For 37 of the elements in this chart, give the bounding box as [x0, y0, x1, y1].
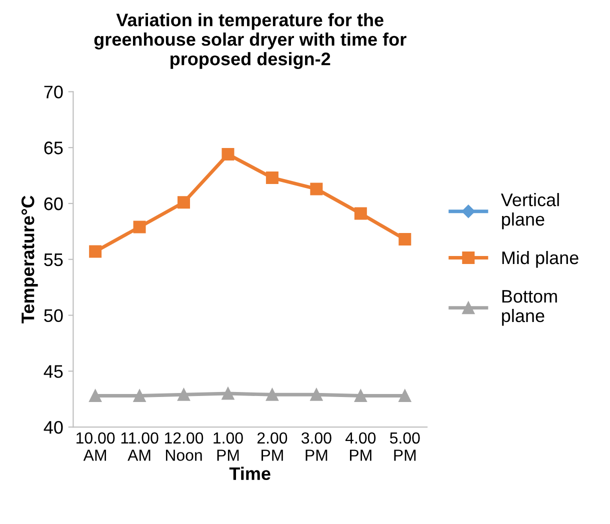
point — [222, 148, 234, 161]
y-tick-label: 65 — [44, 142, 63, 154]
legend-label: Mid plane — [502, 250, 578, 268]
point — [89, 390, 102, 402]
x-tick-label: 1.00 PM — [214, 432, 243, 461]
point — [266, 172, 278, 184]
point — [354, 390, 367, 402]
point — [178, 388, 190, 401]
point — [310, 182, 323, 196]
x-axis-title: Time — [229, 466, 270, 480]
y-tick-label: 70 — [44, 86, 63, 98]
x-tick-label: 10.00 AM — [76, 432, 115, 461]
legend-label: Vertical plane — [500, 193, 559, 230]
y-axis-title: Temperature°C — [21, 196, 38, 324]
x-tick-label: 3.00 PM — [302, 432, 332, 461]
y-tick-label: 45 — [44, 365, 63, 378]
point — [133, 220, 146, 234]
y-tick-label: 40 — [44, 420, 63, 434]
x-tick-label: 2.00 PM — [257, 432, 288, 461]
point — [222, 387, 234, 400]
point — [178, 196, 190, 209]
x-tick-label: 4.00 PM — [345, 432, 376, 461]
point — [398, 390, 412, 402]
y-tick-label: 60 — [44, 197, 63, 210]
x-tick-label: 5.00 PM — [390, 432, 420, 461]
legend-label: Bottom plane — [502, 290, 557, 326]
chart-title: Variation in temperature for the greenhouse solar dryer with time for proposed design-2 — [94, 13, 406, 69]
point — [89, 245, 102, 258]
y-tick-label: 50 — [44, 309, 63, 322]
point — [310, 388, 323, 401]
point — [398, 233, 412, 246]
point — [354, 207, 367, 220]
x-tick-label: 12.00 Noon — [165, 432, 204, 461]
y-tick-label: 55 — [44, 254, 63, 266]
x-tick-label: 11.00 AM — [121, 432, 158, 461]
point — [266, 388, 278, 401]
point — [133, 390, 146, 402]
